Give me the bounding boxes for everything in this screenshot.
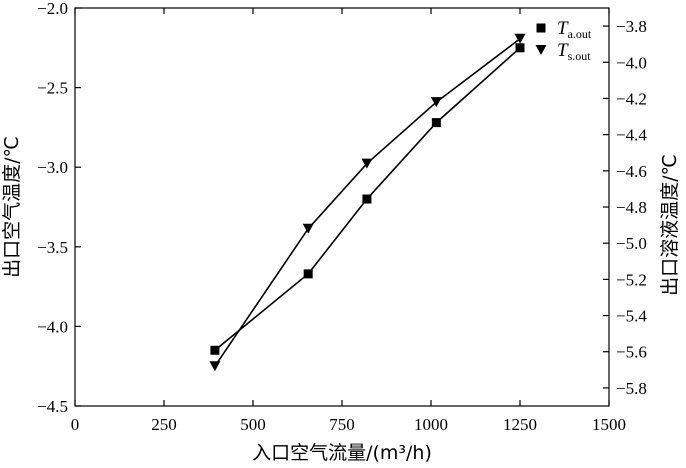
x-tick-label: 750 bbox=[329, 415, 355, 434]
x-tick-label: 0 bbox=[71, 415, 80, 434]
data-point-series-0 bbox=[303, 269, 313, 279]
data-point-series-1 bbox=[302, 223, 314, 234]
data-point-series-0 bbox=[431, 118, 441, 128]
data-point-series-1 bbox=[430, 97, 442, 108]
x-tick-label: 1500 bbox=[592, 415, 626, 434]
legend-label-1: Ts.out bbox=[557, 40, 591, 63]
data-point-series-1 bbox=[361, 158, 373, 169]
legend-label-subscript: s.out bbox=[568, 49, 592, 63]
y-left-tick-label: −2.0 bbox=[37, 0, 68, 18]
y-right-tick-label: −4.0 bbox=[616, 53, 647, 72]
legend-marker-1 bbox=[535, 45, 547, 55]
y-right-tick-label: −4.6 bbox=[616, 162, 647, 181]
y-left-tick-label: −3.0 bbox=[37, 158, 68, 177]
y-right-tick-label: −4.2 bbox=[616, 89, 647, 108]
y-axis-left-title: 出口空气温度/℃ bbox=[1, 136, 23, 278]
data-point-series-1 bbox=[209, 361, 221, 372]
y-left-tick-label: −3.5 bbox=[37, 238, 68, 257]
y-right-tick-label: −4.8 bbox=[616, 198, 647, 217]
y-right-tick-label: −5.6 bbox=[616, 343, 647, 362]
y-axis-right-title: 出口溶液温度/℃ bbox=[659, 154, 681, 296]
y-right-tick-label: −3.8 bbox=[616, 17, 647, 36]
y-right-tick-label: −5.0 bbox=[616, 234, 647, 253]
x-tick-label: 250 bbox=[151, 415, 177, 434]
data-point-series-0 bbox=[362, 194, 372, 204]
legend-label-subscript: a.out bbox=[568, 27, 592, 41]
y-right-tick-label: −5.2 bbox=[616, 270, 647, 289]
y-left-tick-label: −2.5 bbox=[37, 79, 68, 98]
y-left-tick-label: −4.0 bbox=[37, 317, 68, 336]
y-left-tick-label: −4.5 bbox=[37, 397, 68, 416]
x-tick-label: 1250 bbox=[503, 415, 537, 434]
x-axis-title: 入口空气流量/(m³/h) bbox=[252, 442, 432, 464]
legend-label-main: T bbox=[557, 40, 569, 61]
data-point-series-0 bbox=[210, 345, 220, 355]
legend-label-0: Ta.out bbox=[557, 18, 592, 41]
data-point-series-1 bbox=[514, 33, 526, 44]
y-right-tick-label: −5.4 bbox=[616, 307, 647, 326]
x-tick-label: 500 bbox=[240, 415, 266, 434]
y-right-tick-label: −4.4 bbox=[616, 126, 647, 145]
legend-marker-0 bbox=[536, 23, 546, 33]
y-right-tick-label: −5.8 bbox=[616, 379, 647, 398]
plot-frame bbox=[74, 7, 610, 407]
data-point-series-0 bbox=[515, 43, 525, 53]
x-tick-label: 1000 bbox=[414, 415, 448, 434]
legend-label-main: T bbox=[557, 18, 569, 39]
